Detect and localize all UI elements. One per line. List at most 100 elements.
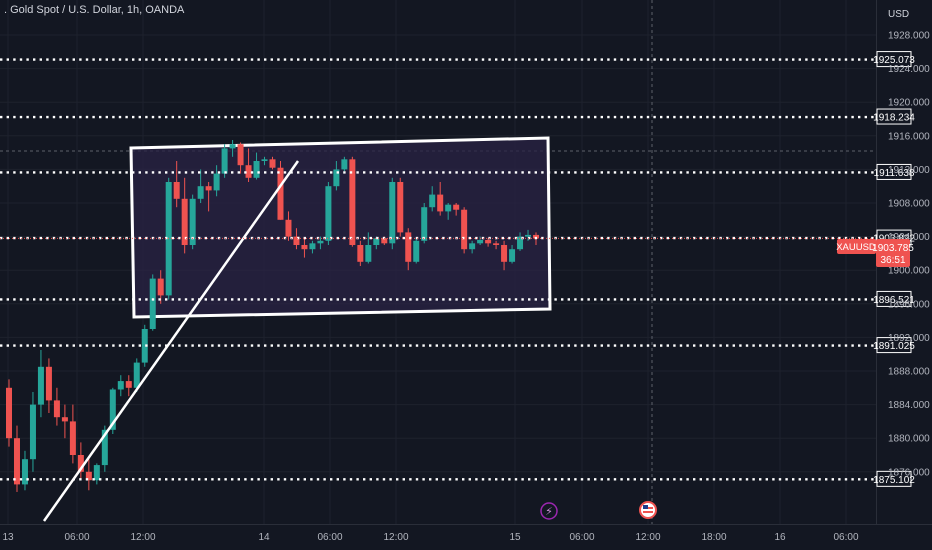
candle-body	[85, 471, 92, 481]
candle-body	[61, 417, 68, 422]
candle-body	[69, 421, 76, 455]
level-tag-text: 1925.073	[873, 55, 915, 66]
candle-body	[381, 238, 388, 244]
symbol-label: XAUUSD	[836, 239, 876, 254]
candle-body	[53, 400, 60, 418]
candle-body	[517, 236, 524, 250]
price-tick-label: 1912.000	[888, 165, 930, 176]
price-tick-label: 1928.000	[888, 31, 930, 42]
candle-body	[221, 148, 228, 174]
time-tick-label: 06:00	[317, 532, 342, 543]
candle-body	[245, 165, 252, 178]
candle-body	[293, 236, 300, 245]
price-tick-label: 1924.000	[888, 64, 930, 75]
level-tag	[876, 337, 912, 354]
level-tag-text: 1891.025	[873, 341, 915, 352]
current-price-value: 1903.785	[872, 243, 914, 254]
level-tag	[876, 163, 912, 180]
time-axis-ticks: 13 06:00 12:00 14 06:00 12:00 15 06:00 12:00 18:0…	[2, 532, 859, 543]
candle-body	[501, 245, 508, 262]
level-tag-text: 1918.234	[873, 113, 915, 124]
price-tick-label: 1904.000	[888, 232, 930, 243]
price-tick-label: 1896.000	[888, 299, 930, 310]
time-tick-label: 06:00	[833, 532, 858, 543]
candle-body	[197, 186, 204, 199]
candle-body	[77, 455, 84, 472]
time-tick-label: 12:00	[130, 532, 155, 543]
symbol-label-text: XAUUSD	[836, 242, 876, 253]
level-tag-text: 1875.102	[873, 475, 915, 486]
candle-body	[37, 366, 44, 405]
level-tag	[876, 51, 912, 68]
level-tag	[876, 470, 912, 487]
candle-body	[213, 173, 220, 191]
price-tick-label: 1900.000	[888, 266, 930, 277]
candle-body	[341, 159, 348, 170]
candlestick-series	[6, 140, 540, 492]
time-tick-label: 12:00	[635, 532, 660, 543]
level-tag	[876, 290, 912, 307]
time-tick-label: 18:00	[701, 532, 726, 543]
candle-body	[357, 245, 364, 262]
price-tick-label: 1920.000	[888, 98, 930, 109]
candle-body	[277, 167, 284, 220]
candle-body	[373, 238, 380, 245]
candle-body	[509, 249, 516, 262]
candle-body	[349, 159, 356, 245]
price-tick-label: 1888.000	[888, 367, 930, 378]
candle-body	[189, 198, 196, 245]
candle-body	[93, 465, 100, 481]
currency-label[interactable]: USD	[888, 9, 909, 20]
candle-body	[125, 381, 132, 388]
symbol-title[interactable]: . Gold Spot / U.S. Dollar, 1h, OANDA	[4, 4, 185, 16]
lightning-event-icon[interactable]: ⚡	[540, 502, 558, 520]
horizontal-levels[interactable]: 1925.0731918.2341911.6381903.8221896.521…	[0, 51, 915, 487]
level-tag-text: 1911.638	[874, 168, 915, 179]
candle-body	[389, 182, 396, 244]
candle-body	[413, 240, 420, 262]
candle-body	[13, 438, 20, 485]
candle-body	[317, 240, 324, 244]
time-tick-label: 12:00	[383, 532, 408, 543]
trend-line[interactable]	[42, 160, 300, 522]
candle-body	[453, 204, 460, 210]
price-tick-label: 1916.000	[888, 131, 930, 142]
price-tick-label: 1892.000	[888, 333, 930, 344]
candle-body	[173, 182, 180, 199]
us-flag-event-icon[interactable]	[639, 501, 657, 519]
candle-body	[445, 204, 452, 212]
range-box[interactable]	[129, 136, 552, 319]
svg-text:⚡: ⚡	[545, 505, 553, 518]
candle-body	[309, 243, 316, 250]
candle-body	[269, 159, 276, 168]
price-axis-ticks: 1928.000 1924.000 1920.000 1916.000 1912.000…	[888, 31, 930, 479]
price-tick-label: 1876.000	[888, 467, 930, 478]
candle-body	[405, 232, 412, 262]
time-tick-label: 06:00	[64, 532, 89, 543]
candle-body	[181, 198, 188, 245]
candle-body	[477, 239, 484, 244]
candle-body	[101, 429, 108, 466]
candle-body	[205, 186, 212, 191]
candle-body	[253, 161, 260, 178]
candle-body	[237, 144, 244, 166]
level-tag	[876, 108, 912, 125]
time-tick-label: 06:00	[569, 532, 594, 543]
candle-body	[429, 194, 436, 208]
candle-body	[397, 182, 404, 233]
candle-body	[437, 194, 444, 212]
candle-body	[333, 169, 340, 187]
candle-body	[261, 159, 268, 161]
time-tick-label: 15	[509, 532, 521, 543]
candle-body	[133, 362, 140, 388]
candle-body	[45, 366, 52, 401]
time-tick-label: 13	[2, 532, 14, 543]
candle-body	[365, 245, 372, 262]
candle-body	[525, 234, 532, 237]
candle-body	[6, 387, 12, 439]
candle-body	[21, 459, 28, 485]
candle-body	[325, 186, 332, 241]
candle-body	[493, 243, 500, 245]
